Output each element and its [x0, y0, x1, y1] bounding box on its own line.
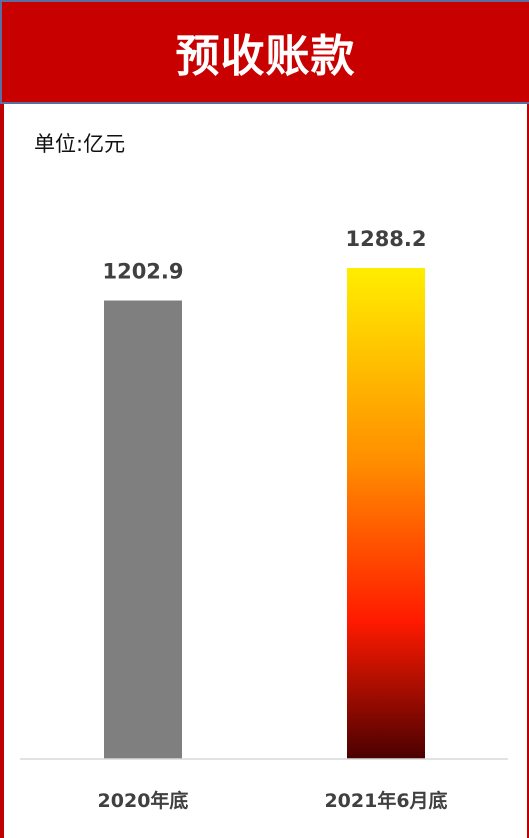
chart-header: 预收账款 [0, 0, 529, 104]
unit-label: 单位:亿元 [34, 132, 126, 156]
bar-value-label-1: 1288.2 [345, 227, 426, 251]
category-label-1: 2021年6月底 [324, 789, 447, 812]
bar-value-label-0: 1202.9 [102, 260, 183, 284]
bar-0 [104, 300, 182, 759]
chart-title: 预收账款 [175, 31, 356, 82]
bar-1 [347, 268, 425, 759]
category-label-0: 2020年底 [98, 789, 189, 812]
